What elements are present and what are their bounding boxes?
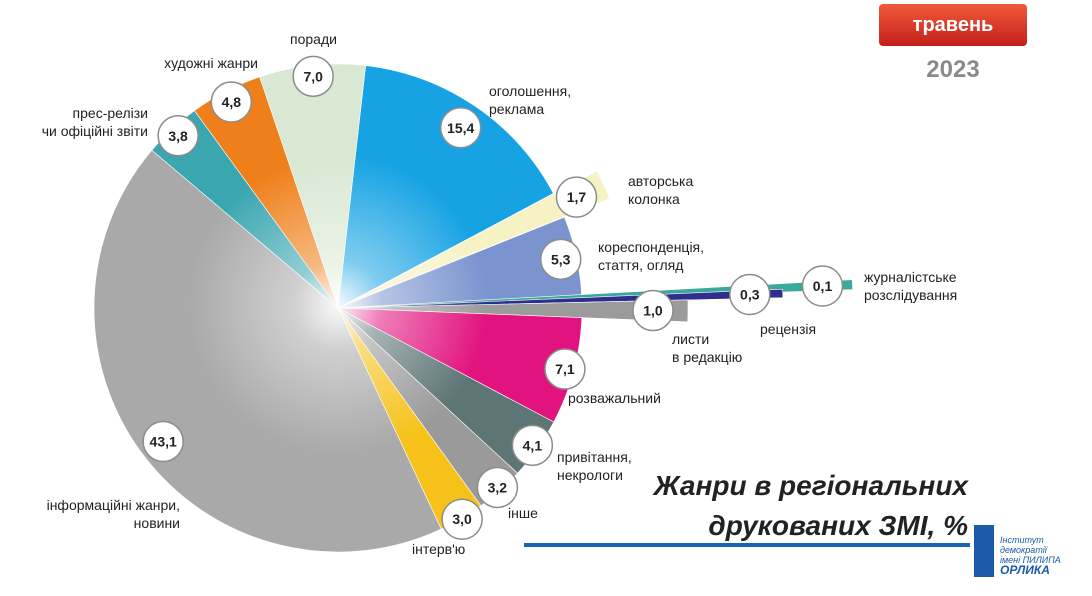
logo-line2: імені ПИЛИПА [1000, 555, 1061, 565]
value-bubble: 3,2 [476, 466, 519, 509]
category-label: авторська колонка [628, 173, 693, 207]
data-label: 0,3 [740, 286, 760, 302]
category-label: кореспонденція, стаття, огляд [598, 239, 704, 273]
category-label: інформаційні жанри, новини [47, 497, 180, 531]
chart-title-line1: Жанри в регіональних [653, 470, 968, 501]
value-bubble: 4,8 [210, 81, 253, 123]
value-bubble: 1,7 [555, 176, 598, 218]
value-bubble-circle [439, 107, 482, 149]
category-label: інше [508, 505, 538, 521]
value-bubble-circle [801, 265, 844, 307]
value-bubble: 15,4 [439, 107, 482, 149]
data-label: 1,0 [643, 303, 663, 319]
category-label: поради [290, 31, 337, 47]
data-label: 3,8 [168, 128, 188, 144]
data-label: 15,4 [447, 120, 474, 136]
data-label: 3,2 [488, 479, 508, 495]
value-bubble: 4,1 [511, 424, 554, 467]
category-label: листи в редакцію [672, 331, 742, 365]
value-bubble: 5,3 [539, 238, 582, 281]
value-bubble-circle [539, 238, 582, 281]
data-label: 5,3 [551, 251, 571, 267]
value-bubble-circle [142, 420, 184, 463]
value-bubble-circle [476, 466, 519, 509]
category-label: художні жанри [164, 55, 258, 71]
institute-logo: Інститут демократії імені ПИЛИПА ОРЛИКА [974, 525, 1086, 581]
category-label: журналістське розслідування [864, 269, 957, 303]
chart-title: Жанри в регіональних друкованих ЗМІ, % [560, 466, 968, 546]
category-label: розважальний [568, 390, 661, 406]
value-bubble-circle [729, 273, 771, 316]
month-badge: травень [879, 4, 1027, 46]
category-label: привітання, некрологи [557, 449, 632, 483]
value-bubble: 3,8 [157, 115, 199, 157]
pie-slice [337, 299, 689, 323]
value-bubble: 43,1 [142, 420, 184, 463]
logo-text: Інститут демократії імені ПИЛИПА ОРЛИКА [1000, 535, 1086, 577]
value-bubble-circle [157, 115, 199, 157]
category-label: прес-релізи чи офіційні звіти [42, 105, 148, 139]
value-bubble-circle [292, 55, 334, 98]
value-bubble-circle [555, 176, 598, 218]
category-label: оголошення, реклама [489, 83, 571, 117]
data-label: 7,0 [303, 68, 323, 84]
data-label: 3,0 [452, 511, 472, 527]
year-label: 2023 [926, 56, 980, 83]
value-bubble: 7,1 [544, 348, 586, 390]
data-label: 43,1 [150, 434, 177, 450]
value-bubble: 3,0 [441, 498, 483, 540]
title-underline [524, 543, 970, 547]
data-label: 0,1 [813, 278, 833, 294]
value-bubble-circle [210, 81, 253, 123]
value-bubble: 7,0 [292, 55, 334, 98]
value-bubble-circle [441, 498, 483, 540]
data-label: 4,1 [523, 437, 543, 453]
logo-line3: ОРЛИКА [1000, 563, 1050, 577]
chart-title-line2: друкованих ЗМІ, % [708, 510, 968, 541]
data-label: 7,1 [555, 361, 575, 377]
category-label: інтерв'ю [412, 541, 465, 557]
value-bubble: 0,1 [801, 265, 844, 307]
data-label: 4,8 [222, 94, 242, 110]
value-bubble-circle [544, 348, 586, 390]
value-bubble: 1,0 [632, 289, 674, 332]
value-bubble: 0,3 [729, 273, 771, 316]
category-label: рецензія [760, 321, 816, 337]
value-bubble-circle [632, 289, 674, 332]
value-bubble-circle [511, 424, 554, 467]
data-label: 1,7 [567, 189, 587, 205]
logo-emblem-icon [974, 525, 994, 577]
logo-line1: Інститут демократії [1000, 535, 1047, 555]
